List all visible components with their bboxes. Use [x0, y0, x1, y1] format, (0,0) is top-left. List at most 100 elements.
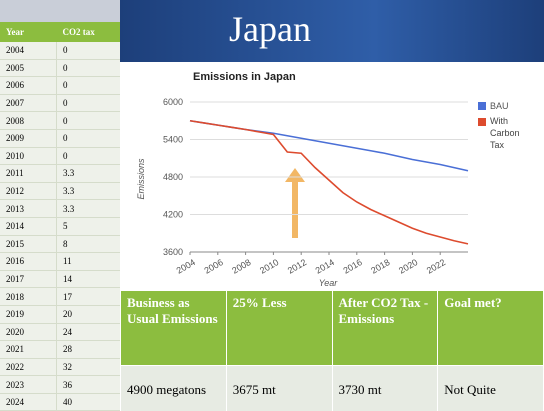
- table-row: 2007 0: [0, 94, 120, 113]
- banner: [120, 0, 544, 62]
- table-cell: 2005: [0, 59, 57, 78]
- table-row: 2008 0: [0, 111, 120, 130]
- table-cell: 0: [56, 147, 120, 166]
- x-tick-label: 2014: [314, 257, 336, 276]
- table-cell: 0: [56, 94, 120, 113]
- x-tick-label: 2010: [258, 257, 280, 276]
- table-row: 2006 0: [0, 76, 120, 95]
- table-cell: 0: [56, 59, 120, 78]
- table-cell: 2012: [0, 182, 57, 201]
- header-cell: Goal met?: [437, 290, 544, 366]
- x-tick-label: 2006: [202, 257, 224, 276]
- table-row: 2015 8: [0, 235, 120, 254]
- table-cell: 14: [56, 270, 120, 289]
- table-row: 2017 14: [0, 270, 120, 289]
- table-row: 2020 24: [0, 323, 120, 342]
- series-line: [189, 119, 469, 172]
- table-row: 2019 20: [0, 305, 120, 324]
- table-cell: 3.3: [56, 182, 120, 201]
- table-cell: 2011: [0, 164, 57, 183]
- y-tick-label: 5400: [163, 135, 183, 145]
- table-cell: 24: [56, 323, 120, 342]
- table-cell: 20: [56, 305, 120, 324]
- header-cell: Business as Usual Emissions: [120, 290, 227, 366]
- x-tick-label: 2018: [369, 257, 391, 276]
- x-tick-label: 2012: [286, 257, 308, 276]
- series-line: [189, 119, 469, 245]
- table-cell: 2008: [0, 111, 57, 130]
- legend-label: With Carbon Tax: [490, 116, 520, 150]
- annotation-arrow: [285, 168, 305, 238]
- y-tick-label: 3600: [163, 247, 183, 257]
- table-cell: 2015: [0, 235, 57, 254]
- chart: Emissions in Japan Year Emissions 3600 42…: [120, 62, 544, 290]
- table-cell: 0: [56, 129, 120, 148]
- table-row: 2016 11: [0, 252, 120, 271]
- table-row: 2014 5: [0, 217, 120, 236]
- table-cell: 2010: [0, 147, 57, 166]
- table-cell: 3675 mt: [225, 365, 333, 411]
- table-row: 2004 0: [0, 42, 120, 60]
- table-row: 2010 0: [0, 147, 120, 166]
- header-cell: CO2 tax: [56, 22, 120, 42]
- chart-title: Emissions in Japan: [193, 71, 296, 83]
- table-cell: 28: [56, 340, 120, 359]
- table-cell: 2007: [0, 94, 57, 113]
- legend-label: BAU: [490, 101, 509, 111]
- table-cell: 2013: [0, 199, 57, 218]
- table-cell: 4900 megatons: [120, 365, 227, 411]
- table-row: 2018 17: [0, 287, 120, 306]
- header-cell: After CO2 Tax - Emissions: [331, 290, 439, 366]
- table-cell: 0: [56, 42, 120, 60]
- x-tick-label: 2008: [230, 257, 252, 276]
- table-row: 2013 3.3: [0, 199, 120, 218]
- table-cell: 2020: [0, 323, 57, 342]
- table-cell: 2017: [0, 270, 57, 289]
- y-tick-label: 4200: [163, 210, 183, 220]
- table-cell: 32: [56, 358, 120, 377]
- y-tick-label: 6000: [163, 97, 183, 107]
- x-axis-title: Year: [319, 278, 339, 288]
- slide-title: Japan: [229, 9, 311, 49]
- table-cell: 8: [56, 235, 120, 254]
- table-cell: 2023: [0, 375, 57, 394]
- table-cell: 5: [56, 217, 120, 236]
- table-cell: 2022: [0, 358, 57, 377]
- table-cell: 17: [56, 287, 120, 306]
- table-cell: 2014: [0, 217, 57, 236]
- header-cell: 25% Less: [225, 290, 333, 366]
- table-cell: 2024: [0, 393, 57, 411]
- table-cell: 0: [56, 111, 120, 130]
- header-cell: Year: [0, 22, 57, 42]
- table-cell: 2006: [0, 76, 57, 95]
- table-cell: 40: [56, 393, 120, 411]
- table-row: 2011 3.3: [0, 164, 120, 183]
- table-row: 2024 40: [0, 393, 120, 411]
- tax-table: Year CO2 tax 2004 0 2005 0 2006 0 2007 0 2008 0 20…: [0, 22, 120, 411]
- table-cell: 0: [56, 76, 120, 95]
- table-cell: 3730 mt: [331, 365, 439, 411]
- table-row: 2021 28: [0, 340, 120, 359]
- table-row: 2009 0: [0, 129, 120, 148]
- table-row: 2023 36: [0, 375, 120, 394]
- table-row: 2005 0: [0, 59, 120, 78]
- table-cell: 2019: [0, 305, 57, 324]
- table-cell: Not Quite: [437, 365, 544, 411]
- table-row: 2012 3.3: [0, 182, 120, 201]
- table-cell: 36: [56, 375, 120, 394]
- x-tick-label: 2004: [175, 257, 197, 276]
- x-tick-label: 2016: [341, 257, 363, 276]
- results-table: Business as Usual Emissions 25% Less After…: [120, 290, 544, 411]
- table-cell: 2009: [0, 129, 57, 148]
- table-cell: 3.3: [56, 199, 120, 218]
- table-cell: 11: [56, 252, 120, 271]
- legend-swatch: [478, 118, 486, 126]
- table-row: 2022 32: [0, 358, 120, 377]
- y-tick-label: 4800: [163, 172, 183, 182]
- legend-swatch: [478, 102, 486, 110]
- x-tick-label: 2020: [397, 257, 419, 276]
- table-cell: 3.3: [56, 164, 120, 183]
- table-cell: 2018: [0, 287, 57, 306]
- table-cell: 2016: [0, 252, 57, 271]
